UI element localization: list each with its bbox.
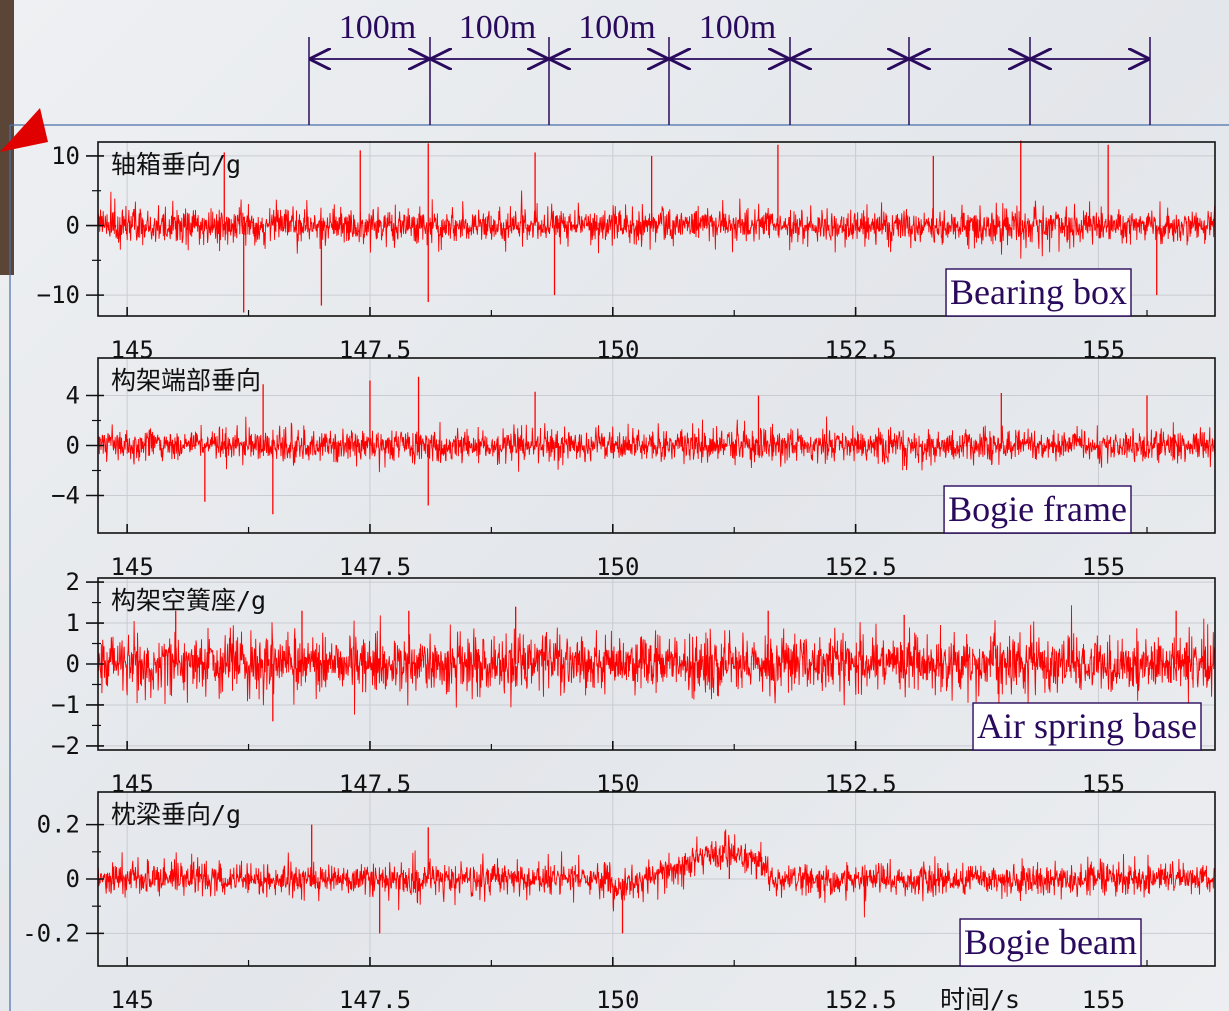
channel-label-cn: 枕梁垂向/g [111, 800, 241, 829]
channel-label-box [943, 485, 1132, 534]
y-tick-label: 1 [66, 609, 80, 637]
x-tick-label: 150 [596, 986, 639, 1011]
signal-series-line [97, 416, 1216, 473]
y-tick-label: 0 [66, 212, 80, 240]
channel-label-en: Air spring base [977, 706, 1197, 746]
distance-label: 100m [339, 9, 416, 46]
x-tick-label: 155 [1082, 770, 1125, 798]
distance-label: 100m [699, 9, 776, 46]
left-edge-photo-strip [0, 0, 14, 275]
x-tick-label: 145 [110, 986, 153, 1011]
signal-series-line [97, 190, 1216, 259]
red-pointer-arrow-icon [0, 108, 48, 152]
y-tick-label: 0 [66, 432, 80, 460]
channel-label-cn: 轴箱垂向/g [111, 150, 241, 179]
chart-panel-1: 10 0 −10 145 147.5 150 152.5 155 轴箱垂向/g Bearing b… [37, 140, 1216, 364]
channel-label-box [959, 918, 1142, 967]
x-tick-label: 147.5 [339, 986, 411, 1011]
x-tick-label: 152.5 [824, 986, 896, 1011]
distance-marker-layer: 100m 100m 100m 100m [308, 9, 1151, 125]
channel-label-cn: 构架空簧座/g [111, 586, 266, 615]
x-tick-label: 145 [110, 553, 153, 581]
y-tick-label: 0.2 [37, 811, 80, 839]
y-tick-label: 10 [51, 142, 80, 170]
y-tick-label: 2 [66, 568, 80, 596]
x-tick-label: 155 [1082, 336, 1125, 364]
x-tick-label: 155 [1082, 986, 1125, 1011]
chart-panel-3: 2 1 0 −1 −2 145 147.5 150 152.5 155 构架空簧座/g Air spr… [51, 568, 1216, 798]
x-tick-label: 147.5 [339, 770, 411, 798]
channel-label-box [945, 268, 1132, 317]
x-tick-label: 152.5 [824, 336, 896, 364]
channel-label-cn: 构架端部垂向 [111, 366, 261, 395]
y-tick-label: 4 [66, 382, 80, 410]
x-tick-label: 152.5 [824, 553, 896, 581]
y-tick-label: 0 [66, 650, 80, 678]
x-tick-label: 147.5 [339, 336, 411, 364]
y-tick-label: −2 [51, 732, 80, 760]
y-tick-label: −1 [51, 691, 80, 719]
x-tick-label: 150 [596, 336, 639, 364]
channel-label-box [972, 702, 1202, 751]
y-tick-label: −10 [37, 281, 80, 309]
channel-label-en: Bogie frame [948, 489, 1127, 529]
y-tick-label: −4 [51, 482, 80, 510]
chart-panel-2: 4 0 −4 145 147.5 150 152.5 155 构架端部垂向 Bogie frame [51, 357, 1216, 581]
x-tick-label: 155 [1082, 553, 1125, 581]
x-axis-label: 时间/s [940, 985, 1020, 1011]
x-tick-label: 152.5 [824, 770, 896, 798]
x-tick-label: 147.5 [339, 553, 411, 581]
signal-series-line [97, 605, 1216, 715]
distance-label: 100m [578, 9, 655, 46]
distance-label: 100m [459, 9, 536, 46]
chart-panel-4: 0.2 0 -0.2 145 147.5 150 152.5 155 枕梁垂向/g 时间/s Bog… [22, 791, 1216, 1011]
y-tick-label: 0 [66, 865, 80, 893]
x-tick-label: 150 [596, 553, 639, 581]
x-tick-label: 145 [110, 336, 153, 364]
plot-frame [97, 141, 1216, 317]
channel-label-en: Bogie beam [964, 922, 1137, 962]
x-tick-label: 145 [110, 770, 153, 798]
x-tick-label: 150 [596, 770, 639, 798]
signal-series-line [97, 829, 1216, 918]
channel-label-en: Bearing box [950, 272, 1127, 312]
y-tick-label: -0.2 [22, 919, 80, 947]
